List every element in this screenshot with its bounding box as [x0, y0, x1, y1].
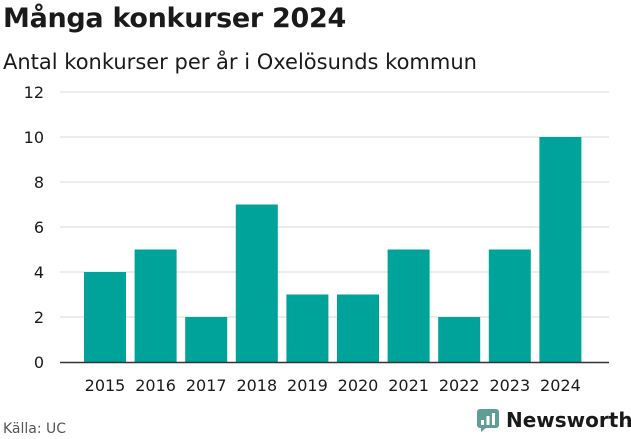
y-tick-label: 8 [34, 173, 44, 192]
x-tick-label: 2016 [135, 376, 176, 395]
y-tick-label: 4 [34, 263, 44, 282]
x-tick-label: 2015 [85, 376, 126, 395]
bar-2022 [438, 317, 481, 362]
y-tick-label: 12 [24, 83, 44, 102]
bar-2024 [539, 137, 582, 362]
x-tick-label: 2024 [540, 376, 581, 395]
bar-2016 [134, 249, 177, 362]
y-tick-label: 2 [34, 308, 44, 327]
x-tick-label: 2018 [236, 376, 277, 395]
y-axis-tick-labels: 0 2 4 6 8 10 12 [24, 83, 44, 372]
brand-name: Newsworthy [506, 408, 631, 432]
bar-2018 [235, 204, 278, 362]
newsworthy-logo-icon [477, 409, 499, 432]
x-tick-label: 2022 [439, 376, 480, 395]
x-axis-tick-labels: 2015 2016 2017 2018 2019 2020 2021 2022 2023 2024 [85, 376, 581, 395]
x-tick-label: 2021 [388, 376, 429, 395]
bar-2023 [488, 249, 531, 362]
y-tick-label: 0 [34, 353, 44, 372]
chart-subtitle: Antal konkurser per år i Oxelösunds komm… [3, 50, 477, 74]
brand-logo: Newsworthy [476, 408, 631, 432]
bar-2019 [286, 294, 329, 362]
bar-2015 [84, 272, 126, 362]
x-tick-label: 2023 [489, 376, 530, 395]
bars [84, 137, 582, 362]
bar-2017 [185, 317, 228, 362]
x-tick-label: 2017 [186, 376, 227, 395]
y-tick-label: 10 [24, 128, 44, 147]
bar-2020 [337, 294, 379, 362]
source-note: Källa: UC [3, 421, 67, 437]
bar-2021 [387, 249, 430, 362]
chart-title: Många konkurser 2024 [3, 3, 346, 34]
x-tick-label: 2020 [338, 376, 379, 395]
x-tick-label: 2019 [287, 376, 328, 395]
y-tick-label: 6 [34, 218, 44, 237]
